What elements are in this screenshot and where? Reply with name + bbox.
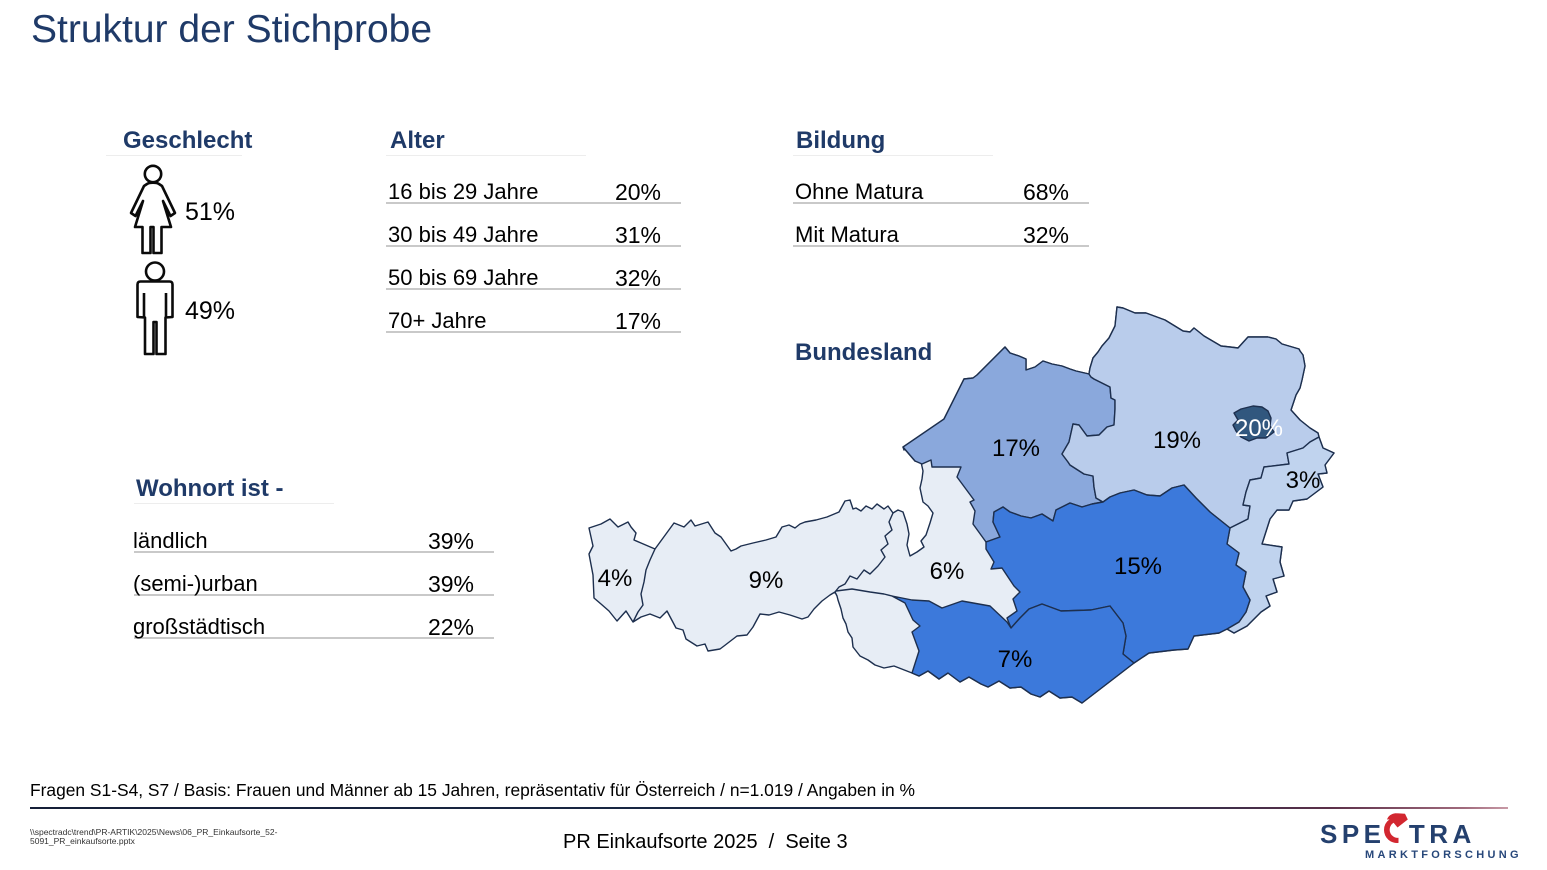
svg-text:3%: 3% [1286, 467, 1321, 494]
svg-text:19%: 19% [1153, 427, 1201, 454]
svg-text:7%: 7% [998, 646, 1033, 673]
svg-text:9%: 9% [749, 567, 784, 594]
svg-text:6%: 6% [930, 558, 965, 585]
svg-text:4%: 4% [598, 565, 633, 592]
svg-text:15%: 15% [1114, 553, 1162, 580]
svg-text:20%: 20% [1235, 415, 1283, 442]
svg-text:17%: 17% [992, 435, 1040, 462]
